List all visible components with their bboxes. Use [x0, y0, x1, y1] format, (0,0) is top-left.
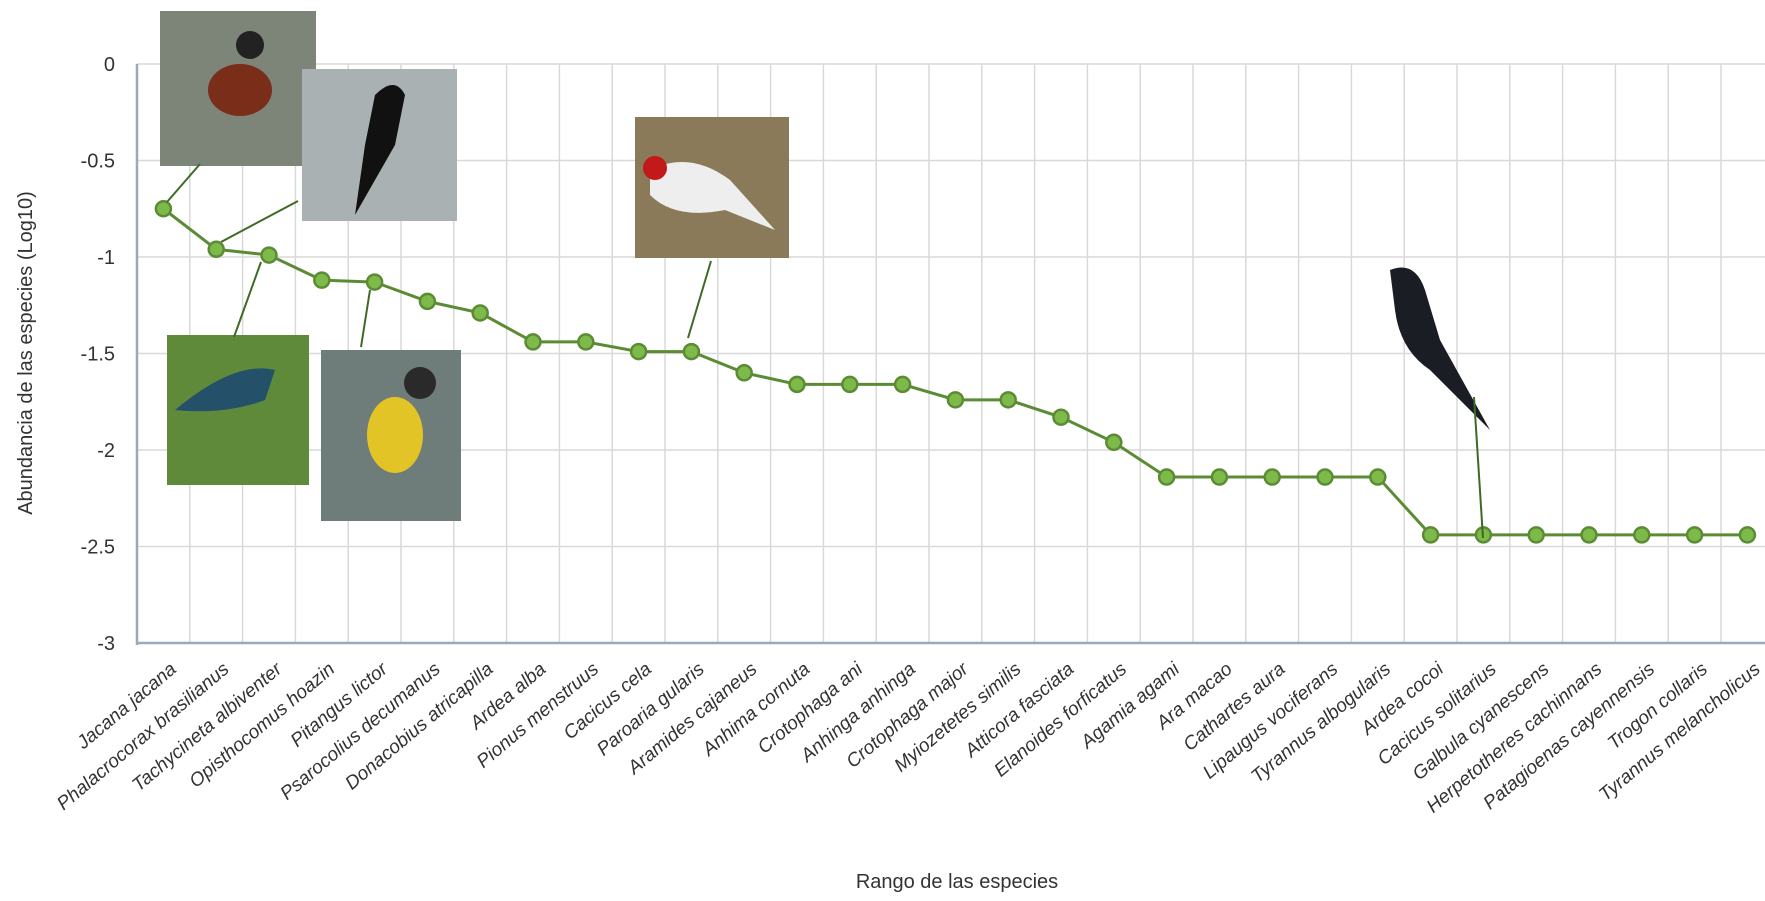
point — [1687, 527, 1702, 542]
point — [1740, 527, 1755, 542]
bird-shape — [404, 367, 436, 399]
point — [1212, 470, 1227, 485]
y-tick-label: -1 — [97, 247, 115, 269]
point — [1423, 527, 1438, 542]
point — [1054, 410, 1069, 425]
arrow — [361, 290, 370, 347]
bird-shape — [236, 31, 264, 59]
y-axis-title: Abundancia de las especies (Log10) — [15, 191, 37, 515]
point — [1582, 527, 1597, 542]
y-tick-label: 0 — [104, 54, 115, 76]
point — [1634, 527, 1649, 542]
arrow — [167, 164, 200, 202]
point — [790, 377, 805, 392]
point — [737, 365, 752, 380]
point — [948, 392, 963, 407]
bird-shape — [367, 397, 423, 473]
point — [1159, 470, 1174, 485]
photos — [160, 11, 1490, 521]
point — [156, 201, 171, 216]
point — [1529, 527, 1544, 542]
point — [1001, 392, 1016, 407]
x-axis-title: Rango de las especies — [856, 871, 1058, 893]
bird-shape — [208, 64, 272, 116]
y-tick-label: -1.5 — [81, 344, 115, 366]
y-tick-label: -2.5 — [81, 537, 115, 559]
point — [631, 344, 646, 359]
point — [578, 334, 593, 349]
y-tick-label: -3 — [97, 633, 115, 655]
point — [684, 344, 699, 359]
point — [1106, 435, 1121, 450]
point — [1318, 470, 1333, 485]
chart: Rango de las especies Abundancia de las … — [0, 0, 1765, 901]
point — [420, 294, 435, 309]
point — [209, 242, 224, 257]
point — [314, 273, 329, 288]
arrow — [688, 261, 711, 338]
point — [526, 334, 541, 349]
point — [842, 377, 857, 392]
point — [895, 377, 910, 392]
y-tick-label: -2 — [97, 440, 115, 462]
point — [1370, 470, 1385, 485]
point — [1265, 470, 1280, 485]
point — [262, 248, 277, 263]
point — [367, 275, 382, 290]
arrow — [221, 201, 298, 242]
bird-shape — [643, 156, 667, 180]
arrow — [234, 262, 261, 337]
y-tick-label: -0.5 — [81, 151, 115, 173]
point — [473, 305, 488, 320]
